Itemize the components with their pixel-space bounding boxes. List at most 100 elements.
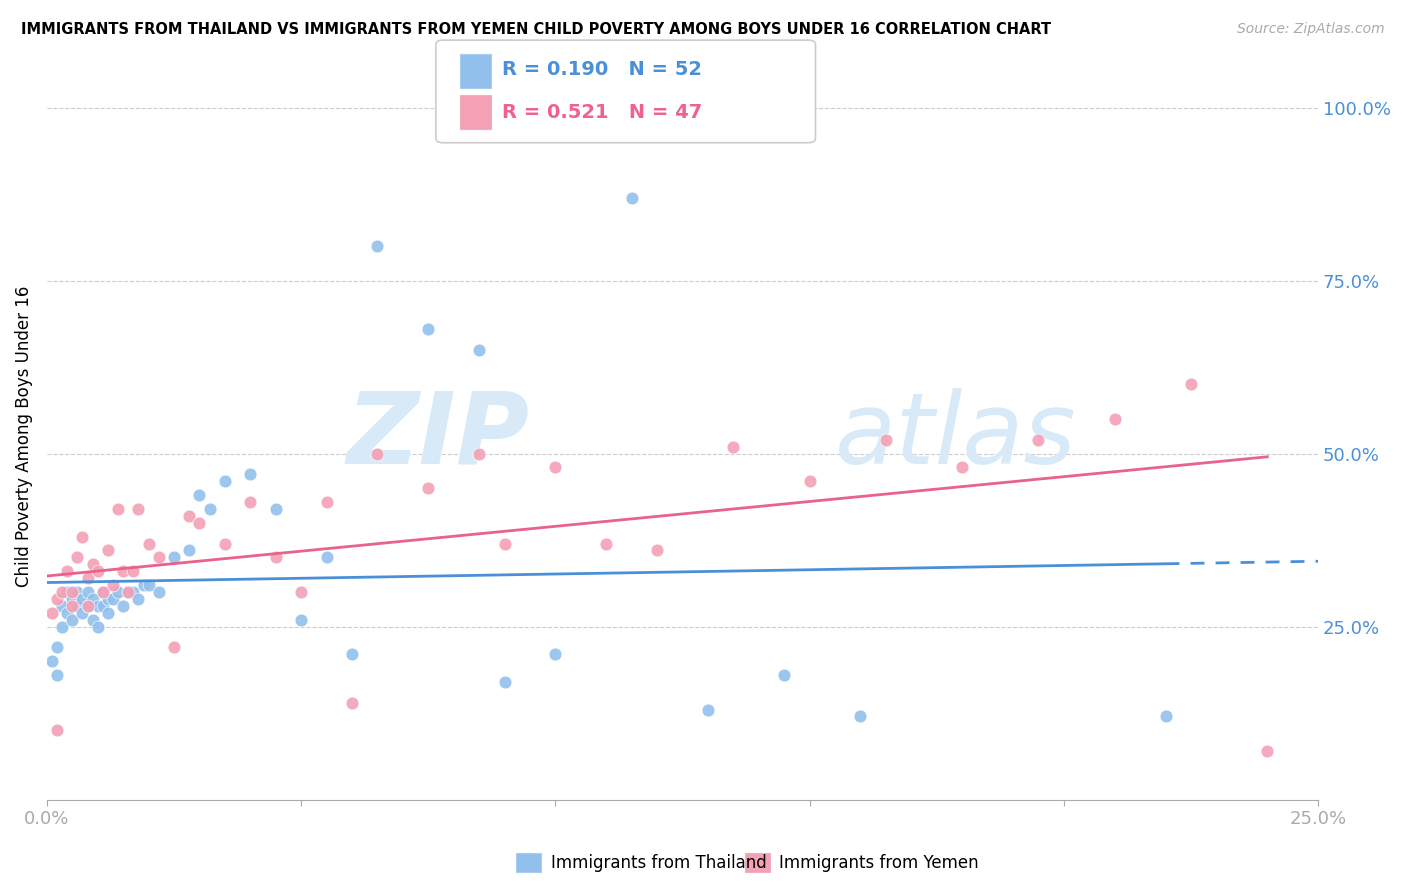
Point [101, 578, 124, 592]
Point [315, 550, 337, 565]
Point [799, 474, 821, 488]
Point [51, 585, 73, 599]
Point [41, 654, 63, 668]
Point [340, 696, 363, 710]
Point [163, 640, 186, 655]
Text: IMMIGRANTS FROM THAILAND VS IMMIGRANTS FROM YEMEN CHILD POVERTY AMONG BOYS UNDER: IMMIGRANTS FROM THAILAND VS IMMIGRANTS F… [21, 22, 1052, 37]
Point [122, 585, 145, 599]
Point [51, 599, 73, 613]
Point [950, 460, 973, 475]
Point [544, 460, 567, 475]
Point [214, 536, 236, 550]
Point [264, 502, 287, 516]
Point [76, 599, 98, 613]
Point [315, 495, 337, 509]
Point [723, 440, 745, 454]
Point [138, 578, 160, 592]
Point [188, 488, 211, 502]
Point [72, 591, 94, 606]
Point [56, 585, 79, 599]
Point [87, 599, 110, 613]
Point [41, 606, 63, 620]
Point [595, 536, 617, 550]
Point [97, 543, 120, 558]
Point [179, 508, 201, 523]
Point [132, 578, 155, 592]
Text: R = 0.521   N = 47: R = 0.521 N = 47 [502, 103, 702, 122]
Point [112, 564, 135, 578]
Point [494, 674, 516, 689]
Point [875, 433, 897, 447]
Point [138, 536, 160, 550]
Point [46, 591, 69, 606]
Point [198, 502, 221, 516]
Point [418, 322, 440, 336]
Text: Source: ZipAtlas.com: Source: ZipAtlas.com [1237, 22, 1385, 37]
Text: Immigrants from Thailand: Immigrants from Thailand [551, 854, 766, 871]
Point [97, 591, 120, 606]
Point [290, 613, 312, 627]
Point [107, 502, 129, 516]
Y-axis label: Child Poverty Among Boys Under 16: Child Poverty Among Boys Under 16 [15, 285, 32, 587]
Point [620, 190, 643, 204]
Point [56, 606, 79, 620]
Point [468, 446, 491, 460]
Point [76, 585, 98, 599]
Point [468, 343, 491, 357]
Point [148, 550, 170, 565]
Point [340, 647, 363, 661]
Point [60, 613, 83, 627]
Text: atlas: atlas [835, 388, 1077, 484]
Point [82, 558, 104, 572]
Point [87, 619, 110, 633]
Point [544, 647, 567, 661]
Text: R = 0.190   N = 52: R = 0.190 N = 52 [502, 60, 702, 79]
Point [46, 640, 69, 655]
Point [264, 550, 287, 565]
Point [107, 585, 129, 599]
Point [1180, 377, 1202, 392]
Point [214, 474, 236, 488]
Point [163, 550, 186, 565]
Point [494, 536, 516, 550]
Point [366, 446, 388, 460]
Point [366, 239, 388, 253]
Point [418, 481, 440, 495]
Point [179, 543, 201, 558]
Point [101, 591, 124, 606]
Point [849, 709, 872, 723]
Point [60, 591, 83, 606]
Point [46, 723, 69, 738]
Point [82, 613, 104, 627]
Point [51, 619, 73, 633]
Point [1154, 709, 1177, 723]
Point [66, 585, 89, 599]
Point [1256, 744, 1278, 758]
Point [87, 564, 110, 578]
Point [97, 606, 120, 620]
Point [239, 495, 262, 509]
Point [91, 585, 114, 599]
Point [117, 585, 139, 599]
Point [697, 702, 720, 716]
Point [56, 564, 79, 578]
Point [66, 599, 89, 613]
Point [46, 668, 69, 682]
Point [188, 516, 211, 530]
Point [72, 606, 94, 620]
Point [60, 585, 83, 599]
Point [1104, 412, 1126, 426]
Point [91, 599, 114, 613]
Text: Immigrants from Yemen: Immigrants from Yemen [779, 854, 979, 871]
Point [239, 467, 262, 482]
Point [117, 585, 139, 599]
Point [290, 585, 312, 599]
Point [127, 502, 149, 516]
Point [72, 530, 94, 544]
Point [76, 599, 98, 613]
Point [82, 591, 104, 606]
Point [66, 550, 89, 565]
Point [127, 591, 149, 606]
Point [1028, 433, 1050, 447]
Point [91, 585, 114, 599]
